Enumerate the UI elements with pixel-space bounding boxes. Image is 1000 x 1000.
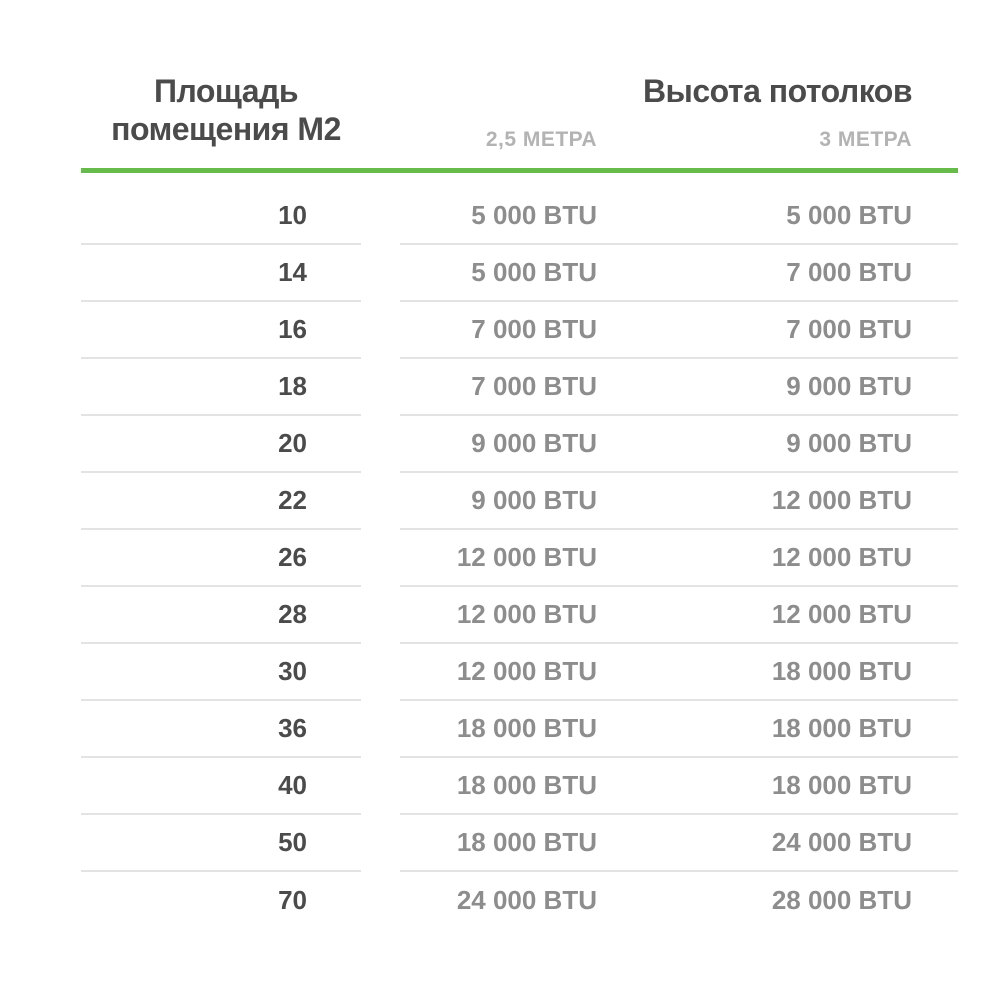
- area-header-line2: помещения М2: [111, 111, 341, 147]
- area-cell: 40: [81, 758, 361, 815]
- area-header-line1: Площадь: [153, 73, 299, 109]
- table-row: 22 9 000 BTU 12 000 BTU: [81, 473, 958, 530]
- btu-3-cell: 9 000 BTU: [786, 428, 912, 458]
- table-row: 26 12 000 BTU 12 000 BTU: [81, 530, 958, 587]
- area-cell: 26: [81, 530, 361, 587]
- column-gap: [361, 359, 400, 416]
- column-gap: [361, 872, 400, 929]
- area-cell: 36: [81, 701, 361, 758]
- area-cell: 18: [81, 359, 361, 416]
- btu-3-cell: 9 000 BTU: [786, 371, 912, 401]
- area-cell: 22: [81, 473, 361, 530]
- table-row: 40 18 000 BTU 18 000 BTU: [81, 758, 958, 815]
- btu-2-5-cell: 12 000 BTU: [456, 656, 597, 686]
- btu-3-cell: 18 000 BTU: [771, 770, 912, 800]
- btu-cells: 12 000 BTU 18 000 BTU: [400, 644, 958, 701]
- table-row: 30 12 000 BTU 18 000 BTU: [81, 644, 958, 701]
- ceiling-height-header: Высота потолков: [642, 73, 913, 109]
- btu-capacity-table: Площадь помещения М2 Высота потолков 2,5…: [81, 0, 958, 929]
- btu-3-cell: 7 000 BTU: [786, 314, 912, 344]
- area-cell: 70: [278, 885, 307, 915]
- table-header: Площадь помещения М2 Высота потолков 2,5…: [81, 0, 958, 173]
- column-header-3-meters: 3 МЕТРА: [819, 128, 912, 151]
- column-header-2-5-meters: 2,5 МЕТРА: [485, 128, 597, 151]
- table-row: 36 18 000 BTU 18 000 BTU: [81, 701, 958, 758]
- btu-2-5-cell: 18 000 BTU: [456, 713, 597, 743]
- btu-3-cell: 12 000 BTU: [771, 542, 912, 572]
- btu-2-5-cell: 18 000 BTU: [456, 770, 597, 800]
- btu-3-cell: 18 000 BTU: [771, 656, 912, 686]
- btu-2-5-cell: 7 000 BTU: [471, 314, 597, 344]
- area-cell: 20: [81, 416, 361, 473]
- area-cell: 10: [81, 188, 361, 245]
- area-cell: 14: [81, 245, 361, 302]
- btu-cells: 5 000 BTU 5 000 BTU: [400, 188, 958, 245]
- btu-3-cell: 5 000 BTU: [786, 200, 912, 230]
- btu-3-cell: 7 000 BTU: [786, 257, 912, 287]
- area-column-header: Площадь помещения М2: [81, 72, 371, 148]
- btu-cells: 18 000 BTU 18 000 BTU: [400, 758, 958, 815]
- table-body: 10 5 000 BTU 5 000 BTU 14 5 000 BTU 7 00…: [81, 188, 958, 929]
- area-cell: 30: [81, 644, 361, 701]
- column-gap: [361, 188, 400, 245]
- btu-2-5-cell: 18 000 BTU: [456, 827, 597, 857]
- btu-cells: 9 000 BTU 12 000 BTU: [400, 473, 958, 530]
- area-cell: 50: [81, 815, 361, 872]
- btu-3-cell: 24 000 BTU: [771, 827, 912, 857]
- btu-3-cell: 12 000 BTU: [771, 599, 912, 629]
- btu-2-5-cell: 12 000 BTU: [456, 542, 597, 572]
- column-gap: [361, 473, 400, 530]
- btu-3-cell: 28 000 BTU: [771, 885, 912, 915]
- btu-cells: 9 000 BTU 9 000 BTU: [400, 416, 958, 473]
- btu-2-5-cell: 7 000 BTU: [471, 371, 597, 401]
- btu-3-cell: 18 000 BTU: [771, 713, 912, 743]
- column-gap: [361, 758, 400, 815]
- btu-cells: 12 000 BTU 12 000 BTU: [400, 530, 958, 587]
- btu-cells: 5 000 BTU 7 000 BTU: [400, 245, 958, 302]
- area-cell: 16: [81, 302, 361, 359]
- table-row: 10 5 000 BTU 5 000 BTU: [81, 188, 958, 245]
- btu-2-5-cell: 9 000 BTU: [471, 428, 597, 458]
- table-row: 20 9 000 BTU 9 000 BTU: [81, 416, 958, 473]
- btu-cells: 18 000 BTU 24 000 BTU: [400, 815, 958, 872]
- btu-2-5-cell: 5 000 BTU: [471, 257, 597, 287]
- btu-2-5-cell: 9 000 BTU: [471, 485, 597, 515]
- btu-cells: 18 000 BTU 18 000 BTU: [400, 701, 958, 758]
- btu-cells: 12 000 BTU 12 000 BTU: [400, 587, 958, 644]
- table-row: 18 7 000 BTU 9 000 BTU: [81, 359, 958, 416]
- column-gap: [361, 644, 400, 701]
- column-gap: [361, 587, 400, 644]
- table-row: 14 5 000 BTU 7 000 BTU: [81, 245, 958, 302]
- btu-cells: 7 000 BTU 9 000 BTU: [400, 359, 958, 416]
- btu-2-5-cell: 12 000 BTU: [456, 599, 597, 629]
- column-gap: [361, 245, 400, 302]
- column-gap: [361, 815, 400, 872]
- table-row: 16 7 000 BTU 7 000 BTU: [81, 302, 958, 359]
- column-gap: [361, 701, 400, 758]
- btu-2-5-cell: 5 000 BTU: [471, 200, 597, 230]
- table-row: 70 24 000 BTU 28 000 BTU: [81, 872, 958, 929]
- btu-cells: 7 000 BTU 7 000 BTU: [400, 302, 958, 359]
- column-gap: [361, 530, 400, 587]
- table-row: 28 12 000 BTU 12 000 BTU: [81, 587, 958, 644]
- column-gap: [361, 302, 400, 359]
- btu-cells: 24 000 BTU 28 000 BTU: [400, 872, 958, 929]
- btu-2-5-cell: 24 000 BTU: [456, 885, 597, 915]
- area-cell: 28: [81, 587, 361, 644]
- column-gap: [361, 416, 400, 473]
- table-row: 50 18 000 BTU 24 000 BTU: [81, 815, 958, 872]
- btu-3-cell: 12 000 BTU: [771, 485, 912, 515]
